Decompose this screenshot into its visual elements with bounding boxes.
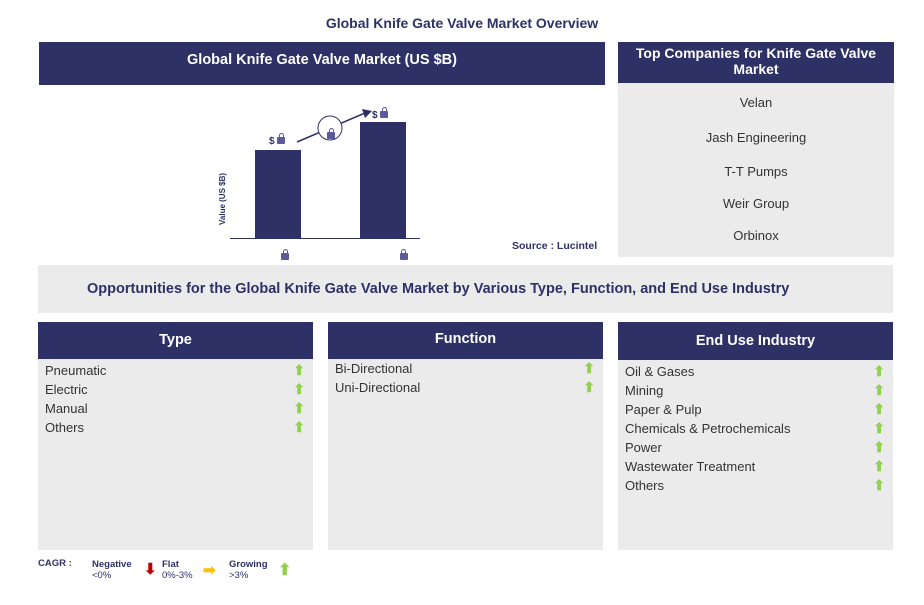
legend-growing-range: >3% <box>229 570 249 581</box>
bar-forecast <box>360 122 406 238</box>
green-up-arrow-icon: ⬆ <box>293 381 305 397</box>
item-label: Paper & Pulp <box>625 402 702 417</box>
green-up-arrow-icon: ⬆ <box>873 382 885 398</box>
opportunities-title: Opportunities for the Global Knife Gate … <box>38 265 893 313</box>
red-down-arrow-icon: ⬇ <box>144 561 157 578</box>
list-item: Uni-Directional ⬆ <box>328 378 603 397</box>
list-item: Others ⬆ <box>38 418 313 437</box>
legend-flat-label: Flat <box>162 559 179 570</box>
item-label: Bi-Directional <box>335 361 413 376</box>
page-title: Global Knife Gate Valve Market Overview <box>325 15 599 31</box>
year-lock-icon <box>281 249 290 260</box>
source-label: Source : Lucintel <box>512 240 598 252</box>
function-header: Function <box>328 322 603 359</box>
green-up-arrow-icon: ⬆ <box>293 419 305 435</box>
list-item: Oil & Gases ⬆ <box>618 362 893 381</box>
green-up-arrow-icon: ⬆ <box>873 458 885 474</box>
company-item: Velan <box>739 95 773 110</box>
list-item: Pneumatic ⬆ <box>38 361 313 380</box>
market-chart: Value (US $B) $ $ Source : Lucintel <box>210 100 610 260</box>
green-up-arrow-icon: ⬆ <box>873 420 885 436</box>
legend-negative-label: Negative <box>92 559 132 570</box>
growth-arrow-icon <box>296 109 372 143</box>
bar-value-current: $ <box>269 133 286 147</box>
company-item: Jash Engineering <box>705 130 807 145</box>
green-up-arrow-icon: ⬆ <box>293 362 305 378</box>
bar-current <box>255 150 301 238</box>
green-up-arrow-icon: ⬆ <box>278 562 292 579</box>
type-list: Pneumatic ⬆ Electric ⬆ Manual ⬆ Others ⬆ <box>38 359 313 550</box>
item-label: Pneumatic <box>45 363 107 378</box>
cagr-legend-label: CAGR : <box>38 558 72 569</box>
list-item: Electric ⬆ <box>38 380 313 399</box>
companies-header: Top Companies for Knife Gate Valve Marke… <box>618 42 894 83</box>
function-column: Function Bi-Directional ⬆ Uni-Directional… <box>328 322 603 550</box>
item-label: Wastewater Treatment <box>625 459 756 474</box>
green-up-arrow-icon: ⬆ <box>873 477 885 493</box>
list-item: Chemicals & Petrochemicals ⬆ <box>618 419 893 438</box>
legend-growing: Growing >3% <box>229 559 268 581</box>
bar-value-forecast: $ <box>372 107 389 121</box>
x-axis <box>230 238 420 239</box>
list-item: Power ⬆ <box>618 438 893 457</box>
green-up-arrow-icon: ⬆ <box>873 439 885 455</box>
green-up-arrow-icon: ⬆ <box>293 400 305 416</box>
item-label: Chemicals & Petrochemicals <box>625 421 791 436</box>
legend-negative: Negative <0% <box>92 559 132 581</box>
legend-flat: Flat 0%-3% <box>162 559 193 581</box>
green-up-arrow-icon: ⬆ <box>873 401 885 417</box>
type-header: Type <box>38 322 313 359</box>
item-label: Oil & Gases <box>625 364 695 379</box>
list-item: Manual ⬆ <box>38 399 313 418</box>
companies-panel: Velan Jash Engineering T-T Pumps Weir Gr… <box>618 83 894 257</box>
green-up-arrow-icon: ⬆ <box>583 379 595 395</box>
bar-value-prefix: $ <box>269 136 275 147</box>
lock-icon <box>380 107 389 118</box>
bar-value-prefix: $ <box>372 110 378 121</box>
yellow-right-arrow-icon: ➡ <box>203 562 216 579</box>
item-label: Uni-Directional <box>335 380 421 395</box>
list-item: Mining ⬆ <box>618 381 893 400</box>
item-label: Power <box>625 440 662 455</box>
company-item: T-T Pumps <box>724 164 788 179</box>
list-item: Paper & Pulp ⬆ <box>618 400 893 419</box>
item-label: Manual <box>45 401 88 416</box>
cagr-lock-icon <box>327 128 335 139</box>
list-item: Others ⬆ <box>618 476 893 495</box>
item-label: Others <box>625 478 665 493</box>
end-use-list: Oil & Gases ⬆ Mining ⬆ Paper & Pulp ⬆ Chemi… <box>618 360 893 550</box>
list-item: Wastewater Treatment ⬆ <box>618 457 893 476</box>
year-lock-icon <box>399 249 408 260</box>
item-label: Mining <box>625 383 664 398</box>
y-axis-label: Value (US $B) <box>218 172 227 225</box>
green-up-arrow-icon: ⬆ <box>583 360 595 376</box>
function-list: Bi-Directional ⬆ Uni-Directional ⬆ <box>328 359 603 550</box>
company-item: Weir Group <box>722 196 790 211</box>
end-use-column: End Use Industry Oil & Gases ⬆ Mining ⬆ Pa… <box>618 322 893 550</box>
item-label: Others <box>45 420 85 435</box>
legend-negative-range: <0% <box>92 570 112 581</box>
market-chart-header: Global Knife Gate Valve Market (US $B) <box>39 42 605 85</box>
legend-flat-range: 0%-3% <box>162 570 193 581</box>
list-item: Bi-Directional ⬆ <box>328 359 603 378</box>
type-column: Type Pneumatic ⬆ Electric ⬆ Manual ⬆ Others… <box>38 322 313 550</box>
green-up-arrow-icon: ⬆ <box>873 363 885 379</box>
lock-icon <box>277 133 286 144</box>
item-label: Electric <box>45 382 88 397</box>
end-use-header: End Use Industry <box>618 322 893 360</box>
legend-growing-label: Growing <box>229 559 268 570</box>
company-item: Orbinox <box>733 228 779 243</box>
